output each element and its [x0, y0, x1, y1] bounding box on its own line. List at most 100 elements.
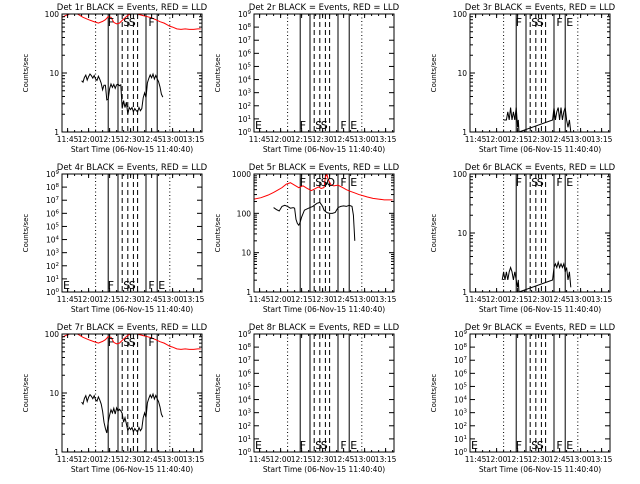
y-tick-label: 104 — [46, 236, 60, 245]
x-tick-label: 11:45 — [57, 295, 79, 304]
y-tick-label: 1 — [54, 448, 59, 457]
event-marker-label: S — [123, 279, 130, 292]
y-tick-label: 105 — [238, 62, 252, 71]
y-tick-label: 100 — [453, 10, 468, 19]
event-marker-label: F — [300, 176, 306, 189]
x-tick-label: 12:30 — [120, 135, 142, 144]
y-tick-label: 105 — [454, 382, 468, 391]
x-tick-label: 11:45 — [57, 455, 79, 464]
event-marker-label: E — [350, 119, 357, 132]
x-tick-label: 12:15 — [99, 455, 121, 464]
x-tick-label: 12:45 — [333, 455, 355, 464]
y-tick-label: 109 — [238, 330, 252, 339]
x-tick-label: 12:45 — [141, 455, 163, 464]
event-marker-label: F — [340, 439, 346, 452]
y-axis-label: Counts/sec — [22, 54, 30, 93]
plot-frame — [61, 173, 203, 293]
x-tick-label: 12:45 — [549, 295, 571, 304]
event-marker-label: F — [148, 279, 154, 292]
x-tick-label: 13:15 — [375, 135, 397, 144]
y-tick-label: 100 — [238, 448, 252, 457]
y-tick-label: 106 — [238, 49, 252, 58]
event-marker-label: S — [531, 16, 538, 29]
y-tick-label: 109 — [454, 330, 468, 339]
y-axis-label: Counts/sec — [430, 214, 438, 253]
events-series-line — [273, 201, 356, 241]
x-tick-label: 12:15 — [291, 455, 313, 464]
event-marker-label: S — [321, 439, 328, 452]
y-tick-label: 106 — [454, 369, 468, 378]
x-tick-label: 13:00 — [354, 135, 376, 144]
y-tick-label: 10 — [457, 229, 467, 238]
x-tick-label: 12:00 — [486, 455, 508, 464]
plot-frame — [253, 13, 395, 133]
x-tick-label: 13:00 — [354, 295, 376, 304]
x-tick-label: 12:00 — [486, 135, 508, 144]
event-marker-label: F — [516, 176, 522, 189]
x-tick-label: 12:15 — [507, 295, 529, 304]
y-tick-label: 10 — [49, 389, 59, 398]
event-marker-label: F — [108, 16, 114, 29]
lld-series-line — [62, 14, 201, 30]
event-marker-label: S — [531, 439, 538, 452]
x-tick-label: 13:00 — [570, 135, 592, 144]
y-tick-label: 105 — [46, 222, 60, 231]
plot-frame — [469, 13, 611, 133]
y-tick-label: 103 — [238, 409, 252, 418]
x-tick-label: 11:45 — [249, 135, 271, 144]
y-tick-label: 104 — [454, 396, 468, 405]
x-axis-label: Start Time (06-Nov-15 11:40:40) — [263, 465, 385, 474]
y-tick-label: 108 — [46, 183, 60, 192]
y-axis-label: Counts/sec — [430, 54, 438, 93]
y-tick-label: 101 — [454, 435, 467, 444]
event-marker-label: F — [300, 439, 306, 452]
x-tick-label: 13:15 — [591, 455, 613, 464]
events-series-line — [81, 392, 164, 434]
x-tick-label: 13:00 — [162, 295, 184, 304]
y-tick-label: 101 — [46, 275, 59, 284]
y-tick-label: 106 — [46, 209, 60, 218]
x-tick-label: 12:45 — [549, 455, 571, 464]
x-tick-label: 12:30 — [312, 455, 334, 464]
event-marker-label: E — [255, 439, 262, 452]
x-tick-label: 12:15 — [291, 295, 313, 304]
event-marker-label: S — [315, 119, 322, 132]
x-tick-label: 11:45 — [465, 455, 487, 464]
x-tick-label: 13:00 — [354, 455, 376, 464]
x-tick-label: 13:15 — [591, 135, 613, 144]
event-marker-label: E — [255, 119, 262, 132]
y-axis-label: Counts/sec — [430, 374, 438, 413]
y-tick-label: 100 — [454, 448, 468, 457]
x-tick-label: 12:30 — [312, 295, 334, 304]
x-tick-label: 12:15 — [507, 135, 529, 144]
x-tick-label: 12:30 — [312, 135, 334, 144]
y-tick-label: 107 — [46, 196, 60, 205]
detector-panel-7r: Det 7r BLACK = Events, RED = LLD 11:45 12:… — [22, 323, 208, 474]
event-marker-label: F — [108, 279, 114, 292]
panel-title: Det 7r BLACK = Events, RED = LLD — [57, 323, 208, 333]
y-tick-label: 1 — [462, 128, 467, 137]
event-marker-label: S — [129, 336, 136, 349]
event-marker-label: F — [148, 16, 154, 29]
event-marker-label: F — [516, 16, 522, 29]
event-marker-label: E — [566, 176, 573, 189]
plot-frame — [61, 13, 203, 133]
x-tick-label: 12:00 — [78, 135, 100, 144]
lld-series-line — [62, 334, 201, 350]
x-axis-label: Start Time (06-Nov-15 11:40:40) — [479, 145, 601, 154]
x-tick-label: 13:00 — [162, 455, 184, 464]
event-marker-label: F — [556, 439, 562, 452]
x-tick-label: 12:45 — [141, 295, 163, 304]
event-marker-label: F — [340, 176, 346, 189]
y-tick-label: 107 — [238, 356, 252, 365]
x-tick-label: 13:15 — [375, 455, 397, 464]
y-tick-label: 108 — [238, 23, 252, 32]
y-tick-label: 1000 — [232, 170, 251, 179]
x-tick-label: 11:45 — [465, 135, 487, 144]
y-tick-label: 105 — [238, 382, 252, 391]
event-marker-label: E — [350, 176, 357, 189]
